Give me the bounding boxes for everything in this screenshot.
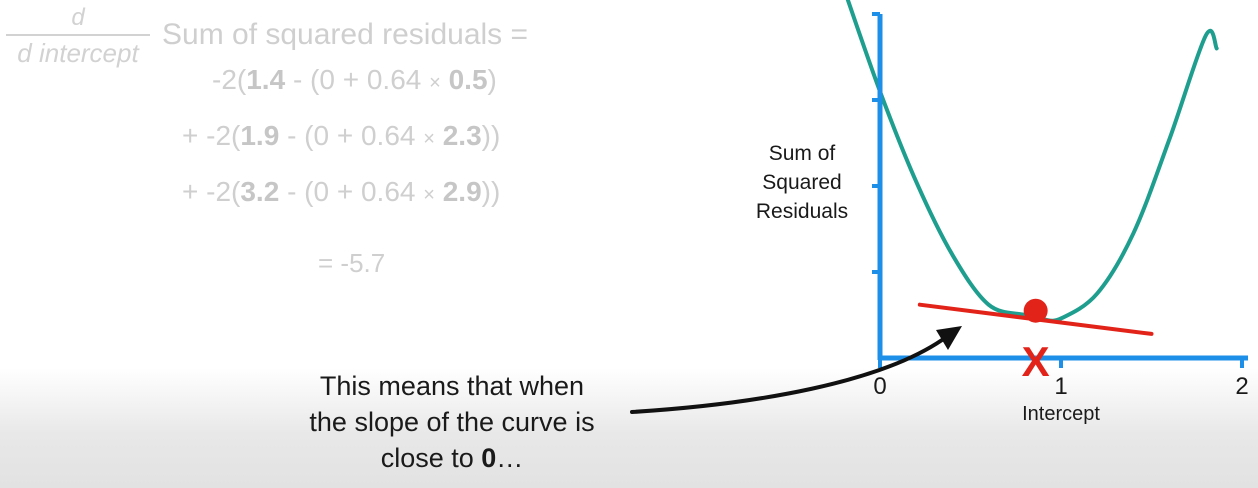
caption-line-3: close to 0…: [380, 443, 524, 473]
current-point: [1023, 298, 1048, 323]
bottom-band: [0, 368, 1258, 488]
equation-term-1: -2(1.4 - (0 + 0.64 × 0.5): [212, 64, 497, 95]
x-tick-label-0: 0: [873, 373, 886, 400]
equation-result: = -5.7: [318, 248, 386, 278]
x-axis-label: Intercept: [1022, 403, 1100, 425]
caption: This means that when the slope of the cu…: [262, 368, 642, 476]
caption-line-1: This means that when: [319, 371, 585, 401]
y-axis-label-line-2: Squared: [762, 171, 841, 194]
x-tick-label-1: 1: [1054, 373, 1067, 400]
y-axis-label-line-1: Sum of: [769, 142, 836, 165]
equation-term-2: + -2(1.9 - (0 + 0.64 × 2.3)): [182, 120, 501, 151]
ssr-curve: [845, 0, 1219, 323]
derivative-fraction: d d intercept: [2, 4, 154, 69]
fraction-bar: [6, 34, 150, 36]
x-tick-label-2: 2: [1235, 373, 1248, 400]
equation-term-3: + -2(3.2 - (0 + 0.64 × 2.9)): [182, 176, 501, 207]
pointer-arrow-line: [630, 338, 944, 414]
derivative-numerator: d: [71, 4, 85, 31]
caption-line-2: the slope of the curve is: [309, 407, 595, 437]
y-axis-label-line-3: Residuals: [756, 200, 848, 223]
x-marker: X: [1022, 338, 1050, 385]
pointer-arrow-head: [936, 326, 962, 350]
derivative-denominator: d intercept: [17, 38, 139, 68]
equation-head: Sum of squared residuals =: [162, 18, 529, 51]
